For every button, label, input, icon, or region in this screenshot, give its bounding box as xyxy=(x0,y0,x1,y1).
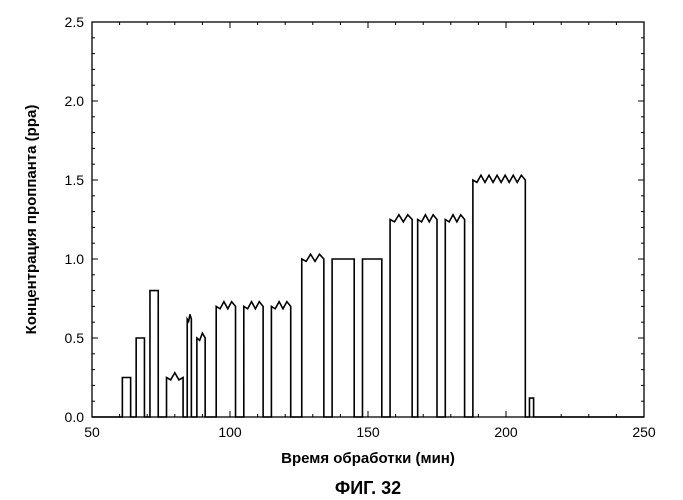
proppant-chart: 50 100 150 200 250 0.0 0.5 1.0 1.5 2.0 2.5 Время об… xyxy=(0,0,683,500)
y-tick-label: 2.5 xyxy=(65,14,85,30)
x-tick-label: 200 xyxy=(494,424,518,440)
figure-caption: ФИГ. 32 xyxy=(335,478,401,498)
y-axis-label: Концентрация проппанта (ppa) xyxy=(23,105,40,335)
x-tick-label: 100 xyxy=(218,424,242,440)
y-tick-label: 0.0 xyxy=(65,409,85,425)
x-axis-label: Время обработки (мин) xyxy=(281,450,455,467)
y-tick-label: 1.0 xyxy=(65,251,85,267)
x-tick-label: 250 xyxy=(632,424,656,440)
y-tick-label: 0.5 xyxy=(65,330,85,346)
chart-container: { "chart": { "type": "line", "caption": … xyxy=(0,0,683,500)
x-tick-label: 50 xyxy=(84,424,100,440)
y-tick-label: 2.0 xyxy=(65,93,85,109)
x-tick-label: 150 xyxy=(356,424,380,440)
y-tick-label: 1.5 xyxy=(65,172,85,188)
